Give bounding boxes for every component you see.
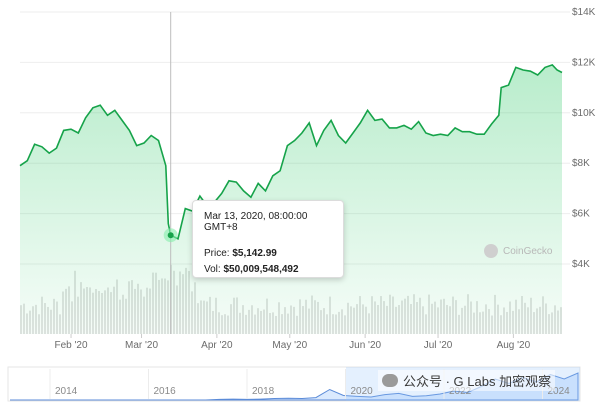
wechat-icon [382,374,398,387]
price-area [20,64,562,335]
tooltip-date: Mar 13, 2020, 08:00:00 GMT+8 [204,211,308,233]
x-tick-label: May '20 [272,340,307,351]
tooltip-price-value: $5,142.99 [232,248,277,259]
tooltip-volume-value: $50,009,548,492 [223,264,299,275]
watermark-text: CoinGecko [503,245,553,257]
navigator-year-label: 2020 [351,386,374,397]
navigator-year-label: 2024 [548,386,571,397]
x-axis-ticks: Feb '20 Mar '20 Apr '20 May '20 Jun '20 Jul '… [55,334,531,351]
x-tick-label: Feb '20 [55,340,88,351]
tooltip-price-label: Price: [204,248,230,259]
y-tick-label: $8K [572,158,590,169]
y-tick-label: $10K [572,108,596,119]
x-tick-label: Mar '20 [125,340,158,351]
wechat-overlay: 公众号 · G Labs 加密观察 [378,370,556,391]
x-tick-label: Jul '20 [424,340,453,351]
coingecko-logo-icon [484,244,498,258]
y-tick-label: $6K [572,209,590,220]
x-tick-label: Apr '20 [201,340,233,351]
x-tick-label: Jun '20 [349,340,381,351]
x-tick-label: Aug '20 [497,340,531,351]
tooltip-price-row: Price: $5,142.99 [204,248,332,259]
price-line [19,63,563,240]
navigator-year-label: 2022 [449,386,472,397]
navigator-year-label: 2016 [154,386,177,397]
hover-point [167,232,174,239]
navigator-year-label: 2014 [55,386,78,397]
y-tick-label: $12K [572,57,596,68]
tooltip-volume-label: Vol: [204,264,221,275]
y-axis-ticks: $4K $6K $8K $10K $12K $14K [572,7,596,270]
price-tooltip: Mar 13, 2020, 08:00:00 GMT+8 Price: $5,1… [192,200,344,278]
y-tick-label: $4K [572,259,590,270]
navigator-year-label: 2018 [252,386,275,397]
tooltip-volume-row: Vol: $50,009,548,492 [204,264,332,275]
coingecko-watermark: CoinGecko [484,244,552,258]
y-tick-label: $14K [572,7,596,18]
overlay-caption: 公众号 · G Labs 加密观察 [403,374,552,389]
